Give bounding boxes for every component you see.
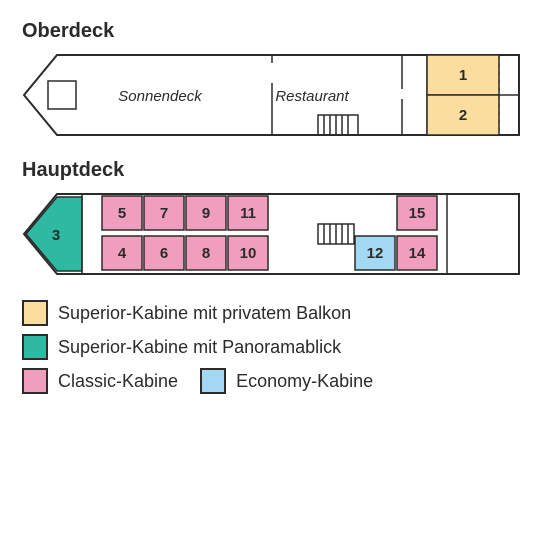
oberdeck-title: Oberdeck [22,20,524,43]
svg-text:7: 7 [160,205,168,222]
svg-text:3: 3 [52,227,60,244]
svg-text:9: 9 [202,205,210,222]
legend-label: Superior-Kabine mit privatem Balkon [58,303,351,324]
oberdeck-svg: 1 2 Sonnendeck Restaurant [22,51,522,141]
legend-swatch [22,368,48,394]
svg-text:4: 4 [118,245,127,262]
legend-item: Classic-Kabine [22,368,178,394]
legend-label: Economy-Kabine [236,371,373,392]
svg-text:5: 5 [118,205,126,222]
legend-swatch [200,368,226,394]
legend-item: Superior-Kabine mit privatem Balkon [22,300,351,326]
svg-text:Sonnendeck: Sonnendeck [118,88,203,105]
hauptdeck-title: Hauptdeck [22,159,524,182]
svg-text:14: 14 [409,245,426,262]
svg-text:11: 11 [240,205,256,222]
legend-swatch [22,334,48,360]
svg-text:8: 8 [202,245,210,262]
deck-plan: Oberdeck 12 SonnendeckRestaurant [0,0,546,534]
svg-text:15: 15 [409,205,426,222]
svg-text:Restaurant: Restaurant [275,88,349,105]
svg-text:6: 6 [160,245,168,262]
svg-text:10: 10 [240,245,257,262]
legend-swatch [22,300,48,326]
hauptdeck-svg: 3 5 7 9 11 4 6 8 10 15 12 14 [22,190,522,280]
legend: Superior-Kabine mit privatem Balkon Super… [22,300,524,402]
svg-text:2: 2 [459,107,467,124]
legend-item: Superior-Kabine mit Panoramablick [22,334,341,360]
legend-label: Superior-Kabine mit Panoramablick [58,337,341,358]
svg-text:1: 1 [459,67,467,84]
legend-label: Classic-Kabine [58,371,178,392]
legend-item: Economy-Kabine [200,368,373,394]
svg-text:12: 12 [367,245,384,262]
